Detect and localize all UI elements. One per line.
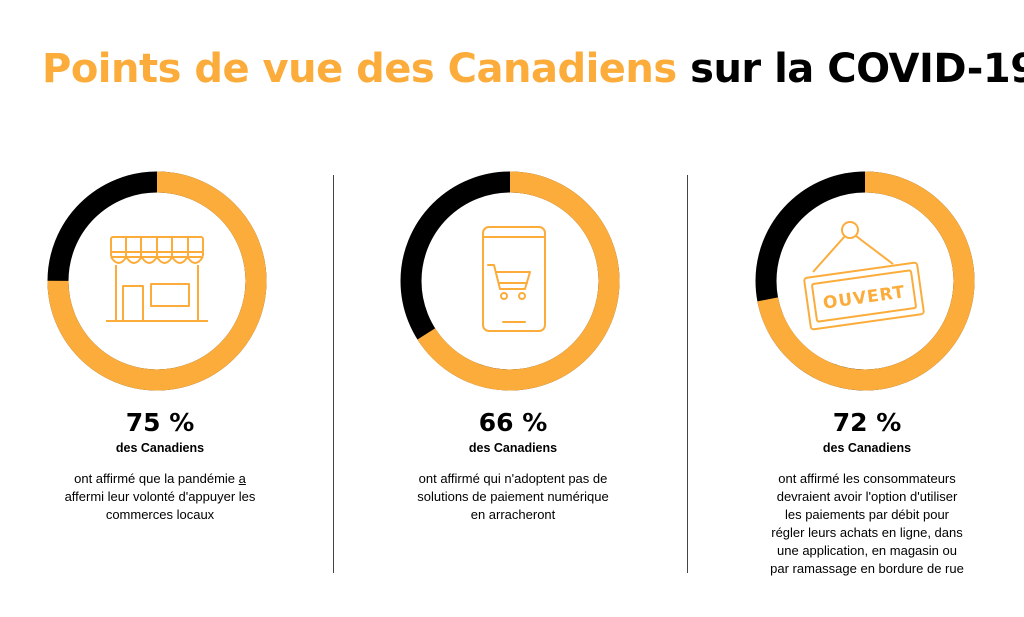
stat-panel-2: 66 % des Canadiens ont affirmé qui n'ado… <box>353 170 673 600</box>
stat-percentage-1: 75 % <box>125 408 195 437</box>
stat-panel-1: 75 % des Canadiens ont affirmé que la pa… <box>0 170 320 600</box>
open-sign-icon: OUVERT <box>803 221 925 331</box>
donut-chart-3: OUVERT <box>755 171 975 391</box>
stat-description-1-part-1: ont affirmé que la pandémie <box>74 471 239 486</box>
donut-chart-1 <box>47 171 267 391</box>
page-title: Points de vue des Canadiens sur la COVID… <box>42 46 1024 92</box>
stat-description-1-part-3: affermi leur volonté d'appuyer les comme… <box>64 489 256 522</box>
donut-value-arc-1 <box>47 171 267 391</box>
stat-description-3: ont affirmé les consommateurs devraient … <box>747 470 987 578</box>
stat-panel-3: OUVERT 72 % des Canadiens ont affirmé le… <box>707 170 1024 600</box>
donut-value-arc-2 <box>400 171 620 391</box>
title-highlight: Points de vue des Canadiens <box>42 46 677 92</box>
stat-description-2: ont affirmé qui n'adoptent pas de soluti… <box>393 470 633 524</box>
donut-chart-2 <box>400 171 620 391</box>
divider-2 <box>687 175 688 573</box>
stat-subject-2: des Canadiens <box>468 441 558 455</box>
stat-subject-3: des Canadiens <box>822 441 912 455</box>
smartphone-cart-icon <box>482 226 546 332</box>
donut-value-arc-3 <box>755 171 975 391</box>
stat-description-3-part-1: ont affirmé les consommateurs devraient … <box>770 471 964 576</box>
stat-percentage-3: 72 % <box>832 408 902 437</box>
title-rest: sur la COVID-19 <box>690 46 1024 92</box>
stat-description-1-part-2: a <box>238 471 246 486</box>
open-sign-text: OUVERT <box>822 282 907 313</box>
stat-description-2-part-1: ont affirmé qui n'adoptent pas de soluti… <box>417 471 609 522</box>
divider-1 <box>333 175 334 573</box>
stat-description-1: ont affirmé que la pandémie a affermi le… <box>40 470 280 524</box>
stat-percentage-2: 66 % <box>478 408 548 437</box>
stat-subject-1: des Canadiens <box>115 441 205 455</box>
storefront-icon <box>106 236 208 322</box>
